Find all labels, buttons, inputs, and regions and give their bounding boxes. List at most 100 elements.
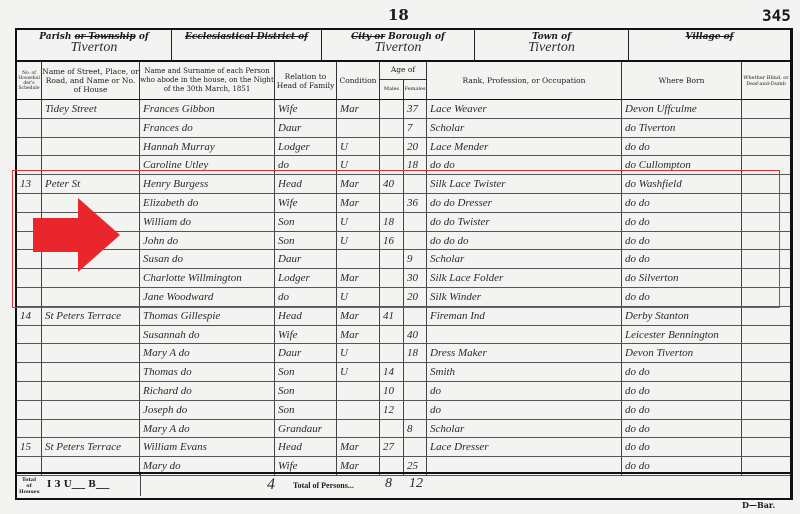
total-males: 8 — [385, 476, 392, 491]
cell-cond — [337, 382, 380, 401]
cell-born: Devon Tiverton — [622, 344, 742, 364]
cell-name: Jane Woodward — [140, 288, 275, 307]
cell-f: 20 — [404, 137, 427, 157]
cell-sched — [17, 363, 42, 382]
cell-occ: Lace Weaver — [427, 100, 622, 119]
cell-blind — [742, 156, 790, 176]
cell-sched — [17, 344, 42, 364]
cell-occ — [427, 457, 622, 476]
cell-born: do do — [622, 194, 742, 213]
cell-m — [380, 269, 404, 288]
col-name: Name and Surname of each Person who abod… — [140, 62, 275, 100]
village-cell: Village of — [629, 30, 790, 62]
cell-f: 36 — [404, 194, 427, 213]
cell-cond — [337, 419, 380, 439]
cell-born: do do — [622, 288, 742, 307]
township-label-struck: or Township — [74, 32, 136, 42]
cell-m — [380, 250, 404, 270]
cell-cond — [337, 118, 380, 138]
cell-f: 25 — [404, 457, 427, 476]
cell-f: 20 — [404, 288, 427, 307]
cell-street — [42, 156, 140, 176]
cell-occ: Lace Mender — [427, 137, 622, 157]
cell-m — [380, 288, 404, 307]
cell-m: 18 — [380, 212, 404, 232]
cell-street — [42, 457, 140, 476]
city-label-struck: City or — [351, 32, 385, 42]
cell-m: 40 — [380, 175, 404, 194]
cell-occ: Fireman Ind — [427, 306, 622, 326]
cell-sched — [17, 400, 42, 420]
cell-m: 41 — [380, 306, 404, 326]
cell-sched — [17, 325, 42, 345]
cell-cond: U — [337, 137, 380, 157]
cell-born: Devon Uffculme — [622, 100, 742, 119]
cell-name: Thomas Gillespie — [140, 306, 275, 326]
cell-f — [404, 382, 427, 401]
totals-divider — [140, 474, 141, 496]
cell-blind — [742, 232, 790, 251]
cell-street: St Peters Terrace — [42, 438, 140, 458]
table-row: Joseph do Son 12 do do do — [17, 400, 790, 420]
cell-born: do Tiverton — [622, 118, 742, 138]
cell-m — [380, 419, 404, 439]
cell-street — [42, 382, 140, 401]
cell-occ: Lace Dresser — [427, 438, 622, 458]
cell-cond: U — [337, 156, 380, 176]
parish-cell: Parish or Township of Tiverton — [17, 30, 172, 62]
cell-rel: Lodger — [275, 137, 337, 157]
cell-born: Leicester Bennington — [622, 325, 742, 345]
page-number: 18 — [388, 6, 409, 24]
cell-name: Joseph do — [140, 400, 275, 420]
town-value: Tiverton — [528, 40, 575, 55]
table-row: John do Son U 16 do do do do do — [17, 231, 790, 251]
cell-street: St Peters Terrace — [42, 306, 140, 326]
cell-cond: U — [337, 344, 380, 364]
cell-m — [380, 194, 404, 213]
cell-f: 30 — [404, 269, 427, 288]
folio-number: 345 — [762, 6, 791, 25]
cell-name: Mary A do — [140, 419, 275, 439]
cell-name: Hannah Murray — [140, 137, 275, 157]
cell-cond: Mar — [337, 175, 380, 194]
cell-rel: Head — [275, 306, 337, 326]
cell-f: 9 — [404, 250, 427, 270]
cell-blind — [742, 100, 790, 119]
cell-cond: U — [337, 212, 380, 232]
cell-blind — [742, 420, 790, 439]
cell-occ: do — [427, 382, 622, 401]
table-row: Susannah do Wife Mar 40 Leicester Bennington — [17, 325, 790, 345]
cell-cond: Mar — [337, 457, 380, 476]
cell-sched — [17, 382, 42, 401]
cell-blind — [742, 288, 790, 307]
cell-sched — [17, 457, 42, 476]
town-cell: Town of Tiverton — [475, 30, 629, 62]
cell-rel: Daur — [275, 118, 337, 138]
cell-blind — [742, 401, 790, 420]
cell-occ — [427, 325, 622, 345]
cell-cond: Mar — [337, 438, 380, 458]
table-row: Frances do Daur 7 Scholar do Tiverton — [17, 118, 790, 138]
cell-m: 27 — [380, 438, 404, 458]
cell-f — [404, 438, 427, 458]
cell-sched — [17, 419, 42, 439]
cell-born: do Silverton — [622, 269, 742, 288]
cell-cond: Mar — [337, 194, 380, 213]
schedule-count: 4 — [267, 476, 275, 493]
cell-occ: Scholar — [427, 419, 622, 439]
cell-rel: Son — [275, 212, 337, 232]
total-persons-label: Total of Persons... — [293, 481, 354, 490]
cell-f: 18 — [404, 156, 427, 176]
cell-sched: 14 — [17, 306, 42, 326]
cell-street: Peter St — [42, 175, 140, 194]
cell-occ: Smith — [427, 363, 622, 382]
cell-sched: 13 — [17, 175, 42, 194]
cell-name: Mary do — [140, 457, 275, 476]
table-row: 15 St Peters Terrace William Evans Head Mar 2… — [17, 438, 790, 458]
col-schedule: No. of Householder's Schedule — [17, 62, 42, 100]
table-row: Jane Woodward do U 20 Silk Winder do do — [17, 288, 790, 307]
cell-name: Elizabeth do — [140, 194, 275, 213]
cell-rel: Wife — [275, 457, 337, 476]
borough-label: Borough of — [388, 32, 445, 42]
col-occupation: Rank, Profession, or Occupation — [427, 62, 622, 100]
